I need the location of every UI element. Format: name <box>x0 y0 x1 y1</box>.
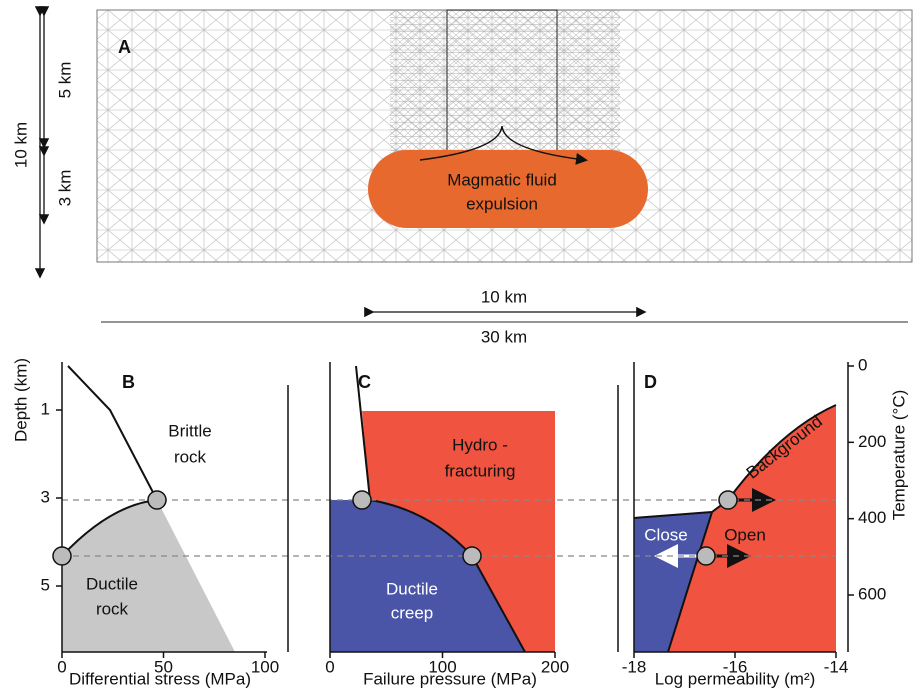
region-label: rock <box>174 447 207 466</box>
y-axis-label: Depth (km) <box>11 358 30 442</box>
region-label: creep <box>391 603 434 622</box>
y-tick-label: 1 <box>41 399 50 418</box>
x-tick-label: 100 <box>428 657 456 676</box>
x-tick-label: 50 <box>154 657 173 676</box>
region-label: Close <box>644 525 687 544</box>
y2-axis-label: Temperature (°C) <box>889 390 908 521</box>
y-tick-label: 3 <box>41 487 50 506</box>
region-label: fracturing <box>445 461 516 480</box>
x-tick-label: 0 <box>325 657 334 676</box>
region-label: Ductile <box>386 579 438 598</box>
region-label: Open <box>724 525 766 544</box>
panel-label: A <box>118 37 131 57</box>
panel-label: C <box>358 372 371 392</box>
scale-label: 30 km <box>481 327 527 346</box>
x-tick-label: 0 <box>57 657 66 676</box>
region-label: Ductile <box>86 574 138 593</box>
region-label: rock <box>96 599 129 618</box>
region-label: Hydro - <box>452 435 508 454</box>
y2-tick-label: 0 <box>858 355 867 374</box>
scale-label: 5 km <box>55 62 74 99</box>
y2-tick-label: 600 <box>858 584 886 603</box>
scale-label: 10 km <box>11 122 30 168</box>
y-tick-label: 5 <box>41 575 50 594</box>
annotation: expulsion <box>466 194 538 213</box>
y2-tick-label: 400 <box>858 508 886 527</box>
scale-label: 3 km <box>55 170 74 207</box>
region-label: Brittle <box>168 421 211 440</box>
scale-label: 10 km <box>481 287 527 306</box>
panel-label: D <box>644 372 657 392</box>
x-tick-label: -18 <box>622 657 647 676</box>
panel-label: B <box>122 372 135 392</box>
figure: A Magmatic fluid expulsion 10 km 5 km 3 … <box>0 0 915 693</box>
x-tick-label: 200 <box>541 657 569 676</box>
x-tick-label: -14 <box>824 657 849 676</box>
x-tick-label: -16 <box>723 657 748 676</box>
x-tick-label: 100 <box>251 657 279 676</box>
annotation: Magmatic fluid <box>447 170 557 189</box>
y2-tick-label: 200 <box>858 432 886 451</box>
